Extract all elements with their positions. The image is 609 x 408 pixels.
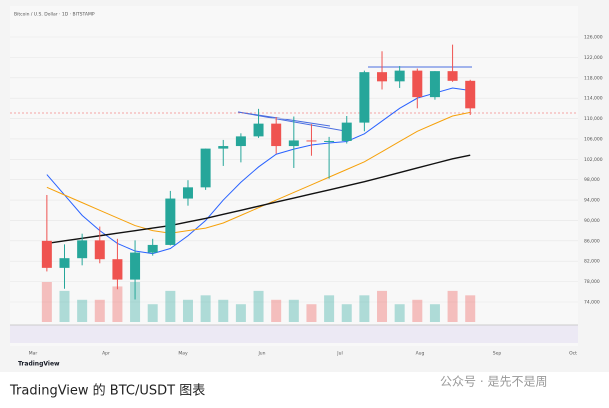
caption: TradingView 的 BTC/USDT 图表: [9, 383, 205, 399]
y-tick-label: 98,000: [584, 177, 600, 183]
candle-body: [465, 80, 476, 109]
x-tick-label: Apr: [102, 351, 110, 357]
volume-bar: [235, 304, 246, 322]
candle-body: [306, 140, 317, 142]
candle-body: [394, 70, 405, 82]
y-tick-label: 94,000: [584, 198, 600, 204]
volume-bar: [77, 299, 88, 322]
volume-bar: [59, 290, 70, 322]
candle-body: [288, 140, 299, 147]
candle-body: [359, 72, 370, 123]
candle-body: [200, 148, 211, 188]
y-tick-label: 122,000: [584, 55, 603, 61]
volume-bar: [288, 299, 299, 322]
rsi-panel: [10, 325, 578, 343]
volume-bar: [253, 290, 264, 322]
x-tick-label: Aug: [416, 351, 425, 357]
x-tick-label: Jun: [257, 351, 265, 357]
volume-bar: [465, 295, 476, 322]
candle-body: [412, 70, 423, 98]
volume-bar: [412, 299, 423, 322]
chart-title: Bitcoin / U.S. Dollar · 1D · BITSTAMP: [14, 12, 95, 18]
logo: TradingView: [18, 361, 60, 368]
y-tick-label: 118,000: [584, 75, 603, 81]
y-tick-label: 110,000: [584, 116, 603, 122]
x-tick-label: Mar: [29, 351, 38, 357]
y-tick-label: 114,000: [584, 96, 603, 102]
candle-body: [94, 240, 105, 260]
candle-body: [130, 252, 141, 280]
volume-bar: [41, 282, 52, 322]
candle-body: [41, 240, 52, 268]
y-tick-label: 126,000: [584, 34, 603, 40]
watermark: 公众号 · 是先不是周: [440, 375, 547, 389]
y-tick-label: 102,000: [584, 157, 603, 163]
candle-body: [218, 146, 229, 149]
plot-area: [10, 6, 578, 346]
volume-bar: [271, 299, 282, 322]
volume-bar: [218, 299, 229, 322]
volume-bar: [341, 304, 352, 322]
volume-bar: [429, 304, 440, 322]
y-tick-label: 82,000: [584, 259, 600, 265]
candle-body: [112, 259, 123, 280]
candle-body: [182, 187, 193, 199]
candle-body: [253, 123, 264, 137]
candle-body: [377, 72, 388, 82]
candle-body: [165, 198, 176, 245]
candle-body: [447, 71, 458, 81]
y-tick-label: 86,000: [584, 238, 600, 244]
y-tick-label: 74,000: [584, 300, 600, 306]
volume-bar: [324, 295, 335, 322]
volume-bar: [130, 282, 141, 322]
volume-bar: [165, 290, 176, 322]
candle-body: [324, 140, 335, 142]
y-tick-label: 90,000: [584, 218, 600, 224]
volume-bar: [182, 299, 193, 322]
volume-bar: [394, 304, 405, 322]
candle-body: [147, 244, 158, 253]
x-tick-label: Oct: [569, 351, 577, 357]
candle-body: [271, 123, 282, 147]
volume-bar: [200, 295, 211, 322]
volume-bar: [359, 295, 370, 322]
trend-line: [237, 111, 331, 127]
x-tick-label: May: [178, 351, 188, 357]
volume-bar: [447, 290, 458, 322]
ma-line: [46, 154, 471, 245]
candle-body: [59, 258, 70, 268]
ma-line: [46, 111, 471, 234]
volume-bar: [112, 286, 123, 322]
x-tick-label: Jul: [336, 351, 342, 357]
x-tick-label: Sep: [493, 351, 502, 357]
y-tick-label: 78,000: [584, 279, 600, 285]
volume-bar: [377, 290, 388, 322]
volume-bar: [306, 304, 317, 322]
volume-bar: [94, 299, 105, 322]
y-tick-label: 106,000: [584, 136, 603, 142]
volume-bar: [147, 304, 158, 322]
candle-body: [341, 122, 352, 141]
candle-body: [429, 71, 440, 98]
candle-body: [235, 136, 246, 147]
candle-body: [77, 240, 88, 259]
